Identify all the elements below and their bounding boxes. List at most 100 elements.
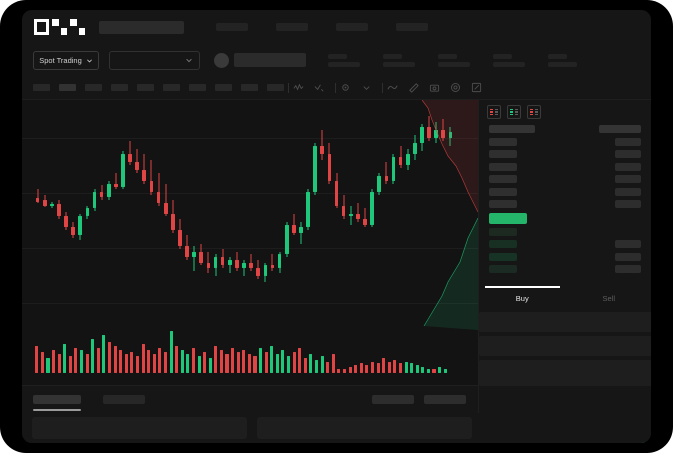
timeframe-button-10[interactable] xyxy=(267,84,284,91)
chevron-down-icon xyxy=(186,58,192,63)
timeframe-button-7[interactable] xyxy=(189,84,206,91)
candle xyxy=(320,100,325,295)
timeframe-button-6[interactable] xyxy=(163,84,180,91)
nav-item-more[interactable] xyxy=(396,23,428,31)
timeframe-button-3[interactable] xyxy=(85,84,102,91)
volume-bar xyxy=(298,348,302,373)
alert-circle-icon[interactable] xyxy=(450,82,461,93)
candle xyxy=(256,100,261,295)
volume-bar xyxy=(331,353,335,373)
order-price-field[interactable] xyxy=(479,336,651,356)
trading-pair-select[interactable] xyxy=(109,50,200,70)
orderbook-view-both-icon[interactable] xyxy=(487,105,501,119)
order-total-field[interactable] xyxy=(479,360,651,386)
volume-bar xyxy=(113,346,117,373)
orderbook-ask-row[interactable] xyxy=(479,187,651,196)
volume-bar xyxy=(158,348,162,373)
candle xyxy=(341,100,346,295)
line-chart-icon[interactable] xyxy=(387,82,398,93)
tab-open-orders[interactable] xyxy=(33,395,81,411)
volume-bar xyxy=(342,369,347,373)
candle xyxy=(284,100,289,295)
ruler-icon[interactable] xyxy=(408,82,419,93)
settings-gear-icon[interactable] xyxy=(340,82,351,93)
market-stats xyxy=(328,53,577,67)
volume-bar xyxy=(259,348,263,373)
candle xyxy=(405,100,410,295)
timeframe-button-9[interactable] xyxy=(241,84,258,91)
indicator-icon[interactable] xyxy=(293,82,304,93)
candle xyxy=(391,100,396,295)
orderbook-bid-row[interactable] xyxy=(479,265,651,273)
tab-order-history[interactable] xyxy=(103,395,145,404)
orderbook-ask-row[interactable] xyxy=(479,175,651,183)
bottom-panel-left[interactable] xyxy=(32,417,247,439)
volume-bar xyxy=(270,346,274,373)
volume-bar xyxy=(426,369,430,373)
orderbook-view-asks-icon[interactable] xyxy=(527,105,541,119)
okx-logo[interactable] xyxy=(34,19,85,35)
timeframe-button-4[interactable] xyxy=(111,84,128,91)
timeframe-button-2[interactable] xyxy=(59,84,76,91)
tab-sell[interactable]: Sell xyxy=(566,286,652,310)
price-chart-panel[interactable] xyxy=(22,100,478,385)
orderbook-bid-row[interactable] xyxy=(479,252,651,261)
volume-bar xyxy=(393,359,397,373)
bottom-bar xyxy=(22,413,651,443)
nav-item-markets[interactable] xyxy=(216,23,248,31)
orderbook-view-bids-icon[interactable] xyxy=(507,105,521,119)
candle xyxy=(220,100,225,295)
volume-bar xyxy=(410,363,414,373)
volume-bar xyxy=(40,352,44,373)
orderbook-ask-row[interactable] xyxy=(479,150,651,158)
filter-button[interactable] xyxy=(372,395,414,404)
candle xyxy=(64,100,68,295)
chart-gridline xyxy=(22,138,478,139)
nav-item-earn[interactable] xyxy=(336,23,368,31)
trading-mode-label: Spot Trading xyxy=(39,55,82,65)
compare-icon[interactable] xyxy=(314,82,325,93)
bottom-panel-right[interactable] xyxy=(257,417,472,439)
volume-bar xyxy=(175,346,179,373)
chevron-down-icon[interactable] xyxy=(361,82,372,93)
volume-bar xyxy=(443,369,447,373)
fullscreen-icon[interactable] xyxy=(471,82,482,93)
volume-bar xyxy=(382,357,386,373)
candle xyxy=(78,100,83,295)
candle xyxy=(135,100,140,295)
orderbook-ask-row[interactable] xyxy=(479,137,651,146)
candle xyxy=(57,100,61,295)
tab-buy-label: Buy xyxy=(515,293,529,303)
export-button[interactable] xyxy=(424,395,466,404)
volume-bar xyxy=(337,369,341,373)
volume-bar xyxy=(387,361,391,373)
volume-bar xyxy=(197,355,201,373)
candle xyxy=(99,100,104,295)
volume-bar xyxy=(135,355,140,373)
candle xyxy=(377,100,382,295)
orderbook-bid-row[interactable] xyxy=(479,227,651,236)
tab-buy[interactable]: Buy xyxy=(479,286,566,310)
timeframe-button-1[interactable] xyxy=(33,84,50,91)
volume-bar xyxy=(320,355,324,373)
trading-mode-select[interactable]: Spot Trading xyxy=(33,50,99,70)
volume-bar xyxy=(163,352,167,373)
last-price-display xyxy=(234,53,306,67)
volume-bar xyxy=(253,355,257,373)
chart-gridline xyxy=(22,193,478,194)
timeframe-button-8[interactable] xyxy=(215,84,232,91)
candle xyxy=(71,100,75,295)
search-input[interactable] xyxy=(99,20,184,34)
chart-gridline xyxy=(22,303,478,304)
orderbook-ask-row[interactable] xyxy=(479,162,651,171)
nav-item-trade[interactable] xyxy=(276,23,308,31)
timeframe-button-5[interactable] xyxy=(137,84,154,91)
orderbook-ask-row[interactable] xyxy=(479,200,651,208)
candle xyxy=(434,100,439,295)
volume-bar xyxy=(354,365,358,373)
camera-icon[interactable] xyxy=(429,82,440,93)
volume-bar xyxy=(247,353,251,373)
order-amount-field[interactable] xyxy=(479,312,651,332)
orderbook-bid-row[interactable] xyxy=(479,240,651,248)
volume-bar xyxy=(303,357,307,373)
